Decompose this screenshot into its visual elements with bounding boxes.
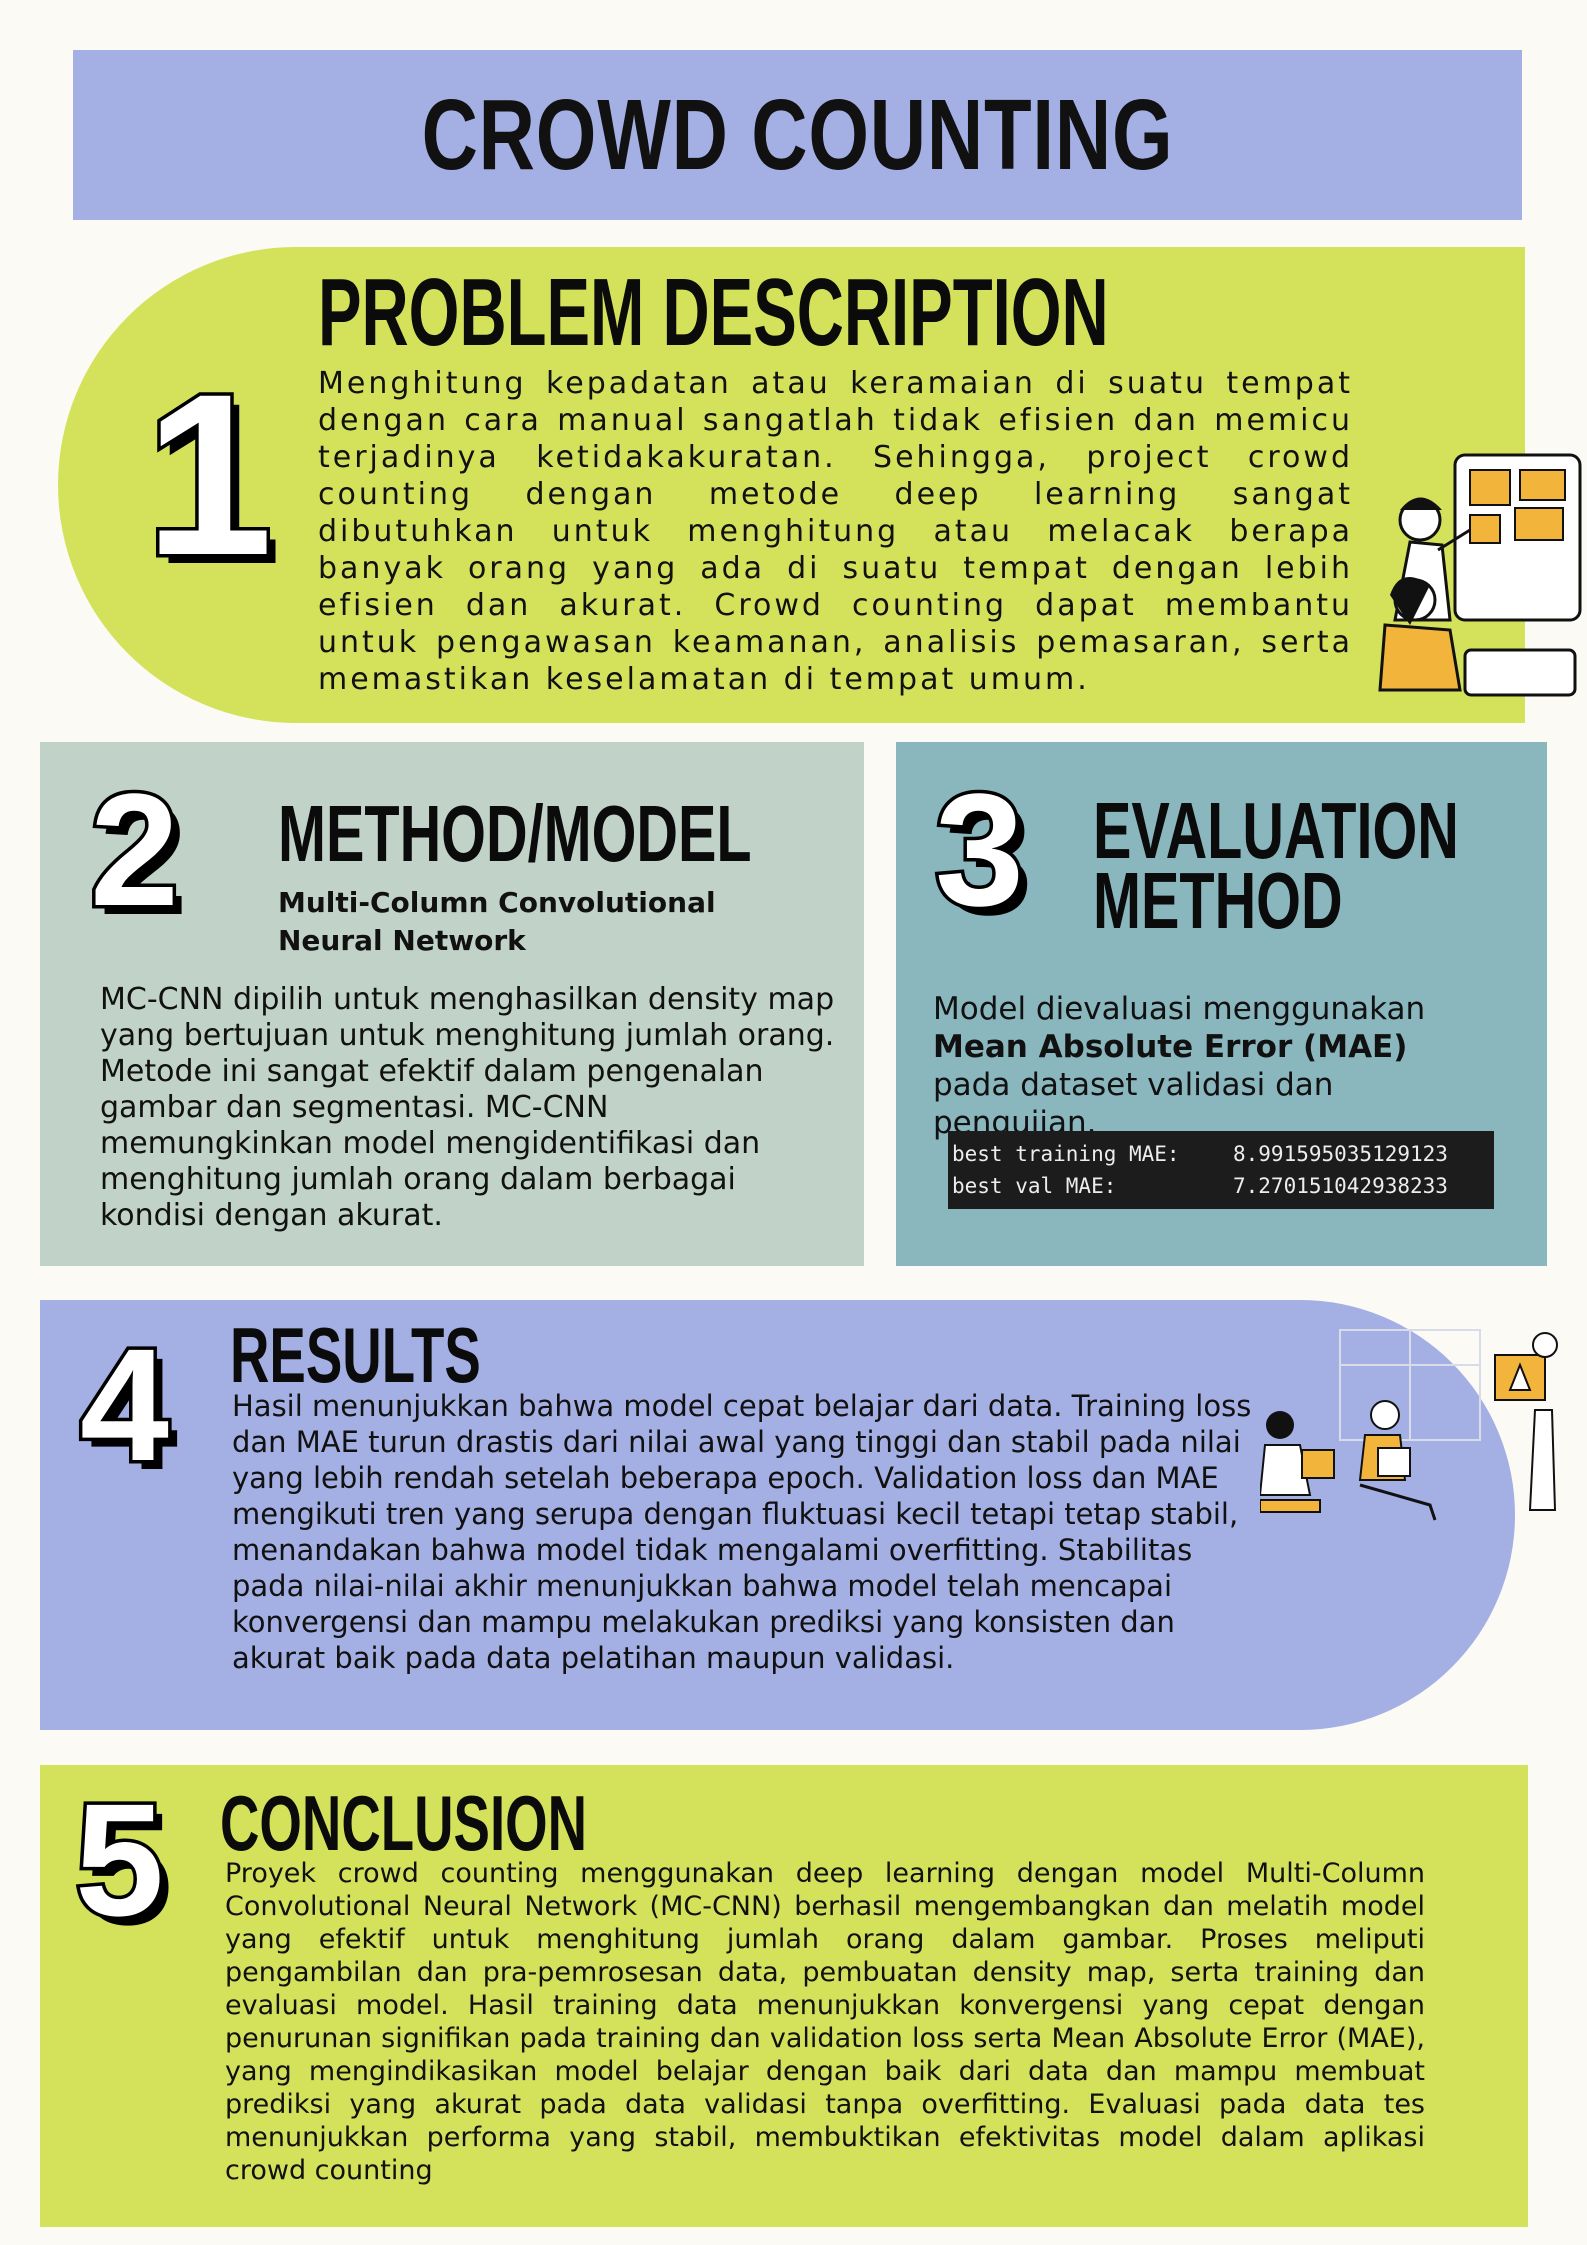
method-model-text: MC-CNN dipilih untuk menghasilkan densit… xyxy=(100,982,835,1233)
page-title: CROWD COUNTING xyxy=(421,79,1174,191)
team-puzzle-board-illustration xyxy=(1378,453,1582,697)
conclusion-title: CONCLUSION xyxy=(220,1779,588,1867)
evaluation-text-post: pada dataset validasi dan pengujian. xyxy=(933,1067,1334,1141)
title-banner: CROWD COUNTING xyxy=(73,50,1522,220)
evaluation-text-pre: Model dievaluasi menggunakan xyxy=(933,991,1426,1027)
section-number-5: 5 xyxy=(72,1770,168,1949)
problem-description-title: PROBLEM DESCRIPTION xyxy=(318,259,1109,366)
evaluation-text-bold: Mean Absolute Error (MAE) xyxy=(933,1029,1408,1065)
section-number-2: 2 xyxy=(87,760,183,939)
mae-label: best val MAE: xyxy=(952,1174,1117,1198)
method-model-subtitle: Multi-Column Convolutional Neural Networ… xyxy=(278,886,716,957)
team-presentation-illustration xyxy=(1260,1329,1558,1521)
problem-description-panel xyxy=(58,247,1525,723)
evaluation-method-text: Model dievaluasi menggunakan Mean Absolut… xyxy=(933,990,1493,1142)
method-model-title: METHOD/MODEL xyxy=(278,789,752,878)
mae-row-training: best training MAE: 8.991595035129123 xyxy=(948,1139,1494,1169)
results-text: Hasil menunjukkan bahwa model cepat bela… xyxy=(232,1389,1252,1675)
results-title: RESULTS xyxy=(230,1311,481,1399)
evaluation-method-title-line2: METHOD xyxy=(1093,856,1343,945)
section-number-4: 4 xyxy=(77,1315,173,1494)
mae-console-output: best training MAE: 8.991595035129123 bes… xyxy=(948,1131,1494,1209)
mae-row-validation: best val MAE: 7.270151042938233 xyxy=(948,1171,1494,1201)
results-panel xyxy=(40,1300,1515,1730)
conclusion-text: Proyek crowd counting menggunakan deep l… xyxy=(225,1858,1425,2186)
mae-value: 8.991595035129123 xyxy=(1233,1142,1448,1166)
method-model-panel xyxy=(40,742,864,1266)
problem-description-text: Menghitung kepadatan atau keramaian di s… xyxy=(318,366,1353,697)
evaluation-method-title-line1: EVALUATION xyxy=(1093,786,1459,875)
conclusion-panel xyxy=(40,1765,1528,2227)
mae-label: best training MAE: xyxy=(952,1142,1180,1166)
section-number-3: 3 xyxy=(932,760,1028,939)
mae-value: 7.270151042938233 xyxy=(1233,1174,1448,1198)
section-number-1: 1 xyxy=(142,346,277,603)
